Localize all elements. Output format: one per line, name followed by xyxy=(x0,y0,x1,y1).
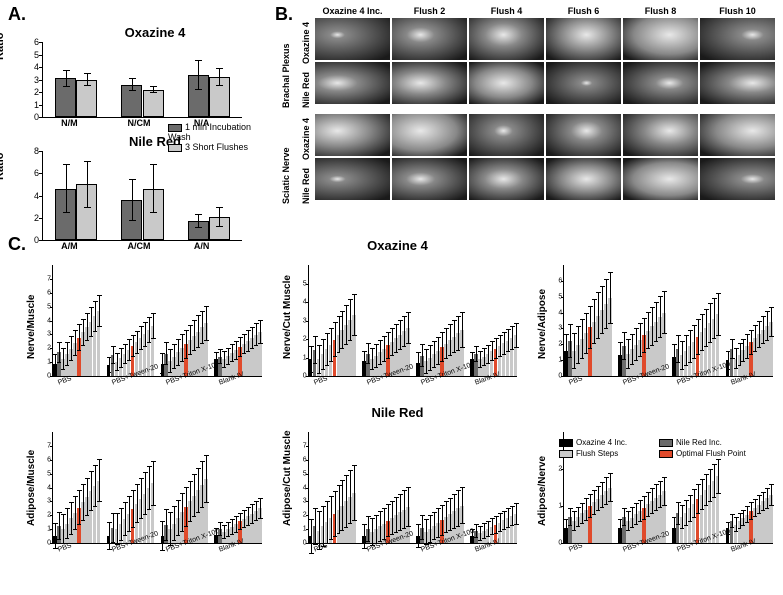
panel-c-row-title: Oxazine 4 xyxy=(20,238,775,253)
chart-a1-title: Oxazine 4 xyxy=(42,25,268,40)
panel-b-col-header: Flush 6 xyxy=(546,6,621,18)
panel-b-label: B. xyxy=(275,4,293,25)
panel-a-label: A. xyxy=(8,4,268,25)
panel-c-label: C. xyxy=(8,234,26,255)
panel-b-image-cell xyxy=(469,158,544,200)
panel-b-image-cell xyxy=(315,62,390,104)
panel-b-image-cell xyxy=(315,114,390,156)
panel-b-col-header: Flush 2 xyxy=(392,6,467,18)
panel-c-ylabel: Adipose/Nerve xyxy=(537,456,548,526)
panel-c-chart: 01234567PBSPBS+Tween-20PBS+Triton X-100B… xyxy=(276,426,520,566)
panel-b-image-cell xyxy=(546,114,621,156)
panel-b-row-group-label: Brachal Plexus xyxy=(281,43,291,108)
panel-c-xlabel: PBS xyxy=(57,542,73,553)
panel-c-grid: Oxazine 4 01234567PBSPBS+Tween-20PBS+Trit… xyxy=(20,238,775,566)
panel-b-image-cell xyxy=(623,62,698,104)
panel-c-chart: 0123456PBSPBS+Tween-20PBS+Triton X-100Bl… xyxy=(531,259,775,399)
panel-b-image-cell xyxy=(546,62,621,104)
panel-b-row-label: Nile Red xyxy=(301,168,311,204)
legend-c-item: Nile Red Inc. xyxy=(676,438,722,447)
legend-c-item: Oxazine 4 Inc. xyxy=(576,438,627,447)
panel-b-image-cell xyxy=(315,18,390,60)
panel-c-chart: 01234567PBSPBS+Tween-20PBS+Triton X-100B… xyxy=(20,259,264,399)
panel-b-image-cell xyxy=(700,158,775,200)
panel-c-row-title: Nile Red xyxy=(20,405,775,420)
panel-b-image-cell xyxy=(623,18,698,60)
panel-b-image-cell xyxy=(392,158,467,200)
chart-a1: 0123456 xyxy=(42,42,242,118)
legend-a-item: 3 Short Flushes xyxy=(185,142,248,152)
panel-c-ylabel: Nerve/Muscle xyxy=(26,295,37,359)
panel-b-image-cell xyxy=(546,158,621,200)
panel-c-ylabel: Nerve/Cut Muscle xyxy=(282,275,293,359)
legend-a: 1 min Incubation Wash 3 Short Flushes xyxy=(168,122,268,152)
chart-a2-ylabel: Ratio xyxy=(0,153,6,181)
panel-c-xlabel: PBS xyxy=(313,375,329,386)
panel-b-image-cell xyxy=(700,62,775,104)
panel-b-row-group-label: Sciatic Nerve xyxy=(281,147,291,204)
panel-b-image-cell xyxy=(469,62,544,104)
panel-b-image-cell xyxy=(469,114,544,156)
panel-b-row-label: Oxazine 4 xyxy=(301,22,311,64)
panel-c-xlabel: PBS xyxy=(568,375,584,386)
panel-b-col-header: Oxazine 4 Inc. xyxy=(315,6,390,18)
panel-b-col-header: Flush 8 xyxy=(623,6,698,18)
panel-c-chart: 01234567PBSPBS+Tween-20PBS+Triton X-100B… xyxy=(20,426,264,566)
panel-b-image-cell xyxy=(315,158,390,200)
panel-b-row-label: Nile Red xyxy=(301,72,311,108)
legend-c-item: Optimal Flush Point xyxy=(676,449,746,458)
panel-b-col-header: Flush 10 xyxy=(700,6,775,18)
panel-b-col-header: Flush 4 xyxy=(469,6,544,18)
chart-a2: 02468 xyxy=(42,151,242,241)
panel-b-image-cell xyxy=(623,158,698,200)
panel-b-image-cell xyxy=(392,62,467,104)
panel-b: B. Oxazine 4 Inc.Flush 2Flush 4Flush 6Fl… xyxy=(275,4,775,202)
panel-a: A. Oxazine 4 0123456 Ratio N/MN/CMN/A Ni… xyxy=(8,4,268,253)
panel-c-xlabel: PBS xyxy=(568,542,584,553)
panel-b-row-label: Oxazine 4 xyxy=(301,118,311,160)
panel-b-image-cell xyxy=(392,114,467,156)
panel-c-ylabel: Adipose/Cut Muscle xyxy=(282,430,293,526)
panel-b-image-cell xyxy=(469,18,544,60)
legend-c: Oxazine 4 Inc. Nile Red Inc. Flush Steps Op… xyxy=(559,438,769,460)
legend-c-item: Flush Steps xyxy=(576,449,618,458)
chart-a1-ylabel: Ratio xyxy=(0,33,6,61)
panel-b-image-cell xyxy=(700,18,775,60)
panel-b-grid: Oxazine 4 Inc.Flush 2Flush 4Flush 6Flush… xyxy=(315,6,775,200)
panel-c-xlabel: PBS xyxy=(57,375,73,386)
panel-c: C. Oxazine 401234567PBSPBS+Tween-20PBS+T… xyxy=(8,238,775,566)
panel-b-image-cell xyxy=(623,114,698,156)
panel-c-ylabel: Adipose/Muscle xyxy=(26,450,37,526)
panel-c-ylabel: Nerve/Adipose xyxy=(537,289,548,359)
panel-c-chart: 012345PBSPBS+Tween-20PBS+Triton X-100Bla… xyxy=(276,259,520,399)
panel-b-image-cell xyxy=(546,18,621,60)
panel-b-image-cell xyxy=(700,114,775,156)
panel-b-image-cell xyxy=(392,18,467,60)
